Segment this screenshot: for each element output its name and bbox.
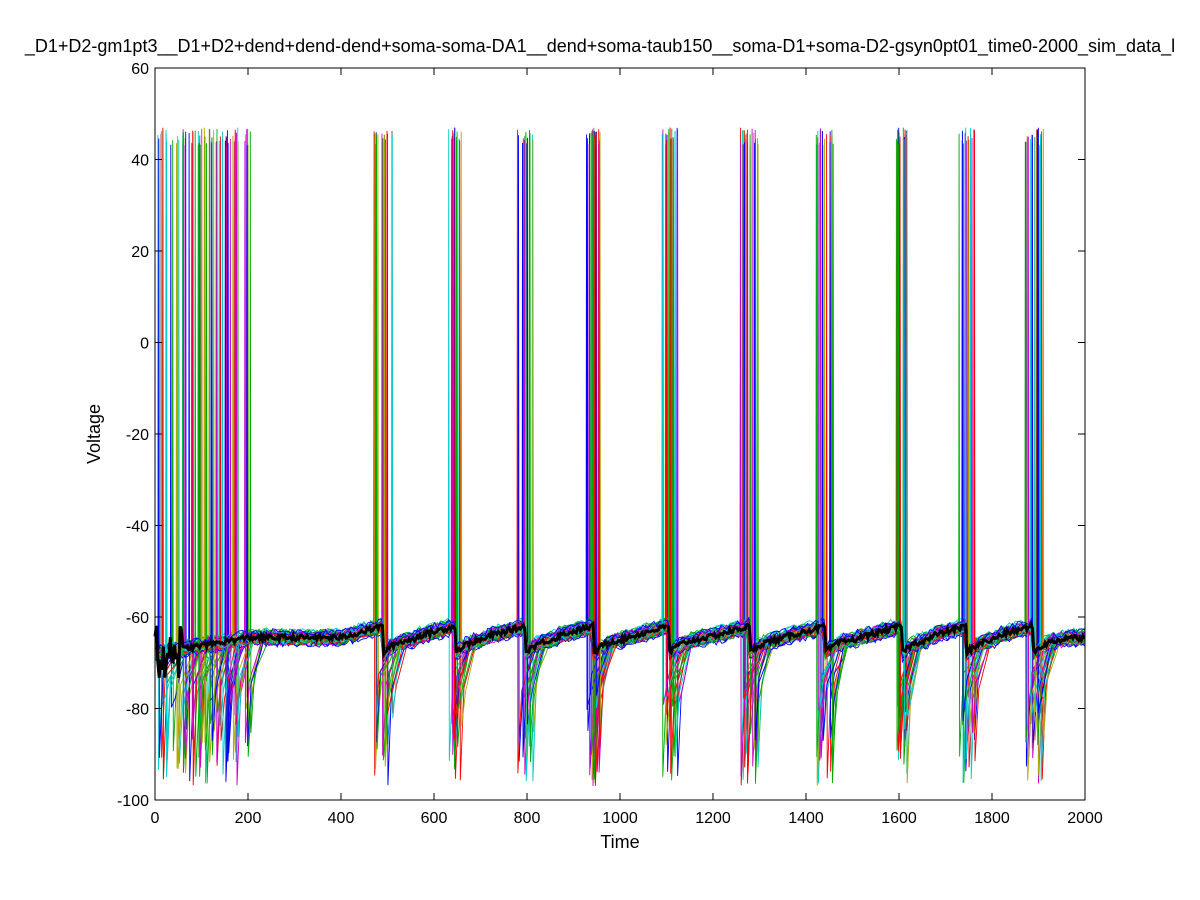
neuron-trace xyxy=(154,127,1086,768)
neuron-trace xyxy=(154,132,1086,755)
neuron-trace xyxy=(154,129,1086,784)
neuron-trace xyxy=(154,129,1086,775)
neuron-trace xyxy=(154,128,1086,784)
neuron-trace xyxy=(154,129,1086,777)
neuron-trace xyxy=(154,128,1086,773)
x-tick-label: 2000 xyxy=(1067,810,1103,827)
x-tick-label: 400 xyxy=(328,810,355,827)
neuron-trace xyxy=(154,130,1086,782)
chart-title: _D1+D2-gm1pt3__D1+D2+dend+dend-dend+soma… xyxy=(24,36,1175,57)
neuron-trace xyxy=(154,129,1086,758)
y-tick-label: 40 xyxy=(131,153,149,170)
x-axis-title: Time xyxy=(600,832,639,852)
neuron-trace xyxy=(154,130,1086,782)
trace-group xyxy=(153,127,1086,787)
neuron-trace xyxy=(154,131,1085,780)
neuron-trace xyxy=(154,129,1086,787)
neuron-trace xyxy=(154,131,1086,784)
neuron-trace xyxy=(154,127,1086,776)
x-tick-label: 800 xyxy=(514,810,541,827)
neuron-trace xyxy=(154,133,1086,762)
neuron-trace xyxy=(154,127,1086,784)
mean-trace xyxy=(153,619,1086,678)
neuron-trace xyxy=(154,129,1086,772)
y-tick-label: -20 xyxy=(126,427,149,444)
neuron-trace xyxy=(154,130,1086,779)
y-axis-title: Voltage xyxy=(84,404,104,464)
neuron-trace xyxy=(154,130,1086,781)
neuron-trace xyxy=(154,127,1086,762)
neuron-trace xyxy=(154,132,1086,786)
neuron-trace xyxy=(154,130,1086,782)
neuron-trace xyxy=(154,127,1086,775)
y-tick-label: -60 xyxy=(126,610,149,627)
y-tick-label: -80 xyxy=(126,702,149,719)
x-tick-label: 1600 xyxy=(881,810,917,827)
neuron-trace xyxy=(154,128,1086,784)
x-tick-label: 1800 xyxy=(974,810,1010,827)
neuron-trace xyxy=(154,131,1086,786)
neuron-trace xyxy=(154,130,1086,784)
neuron-trace xyxy=(154,127,1086,782)
plot-frame xyxy=(154,67,1086,801)
x-tick-label: 1400 xyxy=(788,810,824,827)
neuron-trace xyxy=(154,129,1086,784)
neuron-trace xyxy=(154,129,1086,769)
y-tick-label: -100 xyxy=(117,793,149,810)
neuron-trace xyxy=(154,129,1086,776)
x-tick-label: 600 xyxy=(421,810,448,827)
y-tick-label: 60 xyxy=(131,61,149,78)
neuron-trace xyxy=(154,127,1085,780)
neuron-trace xyxy=(154,130,1086,782)
x-tick-label: 1000 xyxy=(602,810,638,827)
neuron-trace xyxy=(154,130,1086,776)
neuron-trace xyxy=(154,129,1086,786)
x-tick-label: 1200 xyxy=(695,810,731,827)
neuron-trace xyxy=(154,129,1086,779)
y-tick-label: 20 xyxy=(131,244,149,261)
y-tick-label: 0 xyxy=(140,336,149,353)
neuron-trace xyxy=(154,129,1086,781)
neuron-trace xyxy=(154,127,1086,780)
x-tick-label: 0 xyxy=(151,810,160,827)
neuron-trace xyxy=(154,127,1086,786)
neuron-trace xyxy=(154,129,1086,766)
x-tick-label: 200 xyxy=(235,810,262,827)
neuron-trace xyxy=(154,127,1086,786)
axes: 0 200 400 600 800 1000 1200 1400 1600 1800 2000604… xyxy=(117,61,1103,827)
y-tick-label: -40 xyxy=(126,519,149,536)
